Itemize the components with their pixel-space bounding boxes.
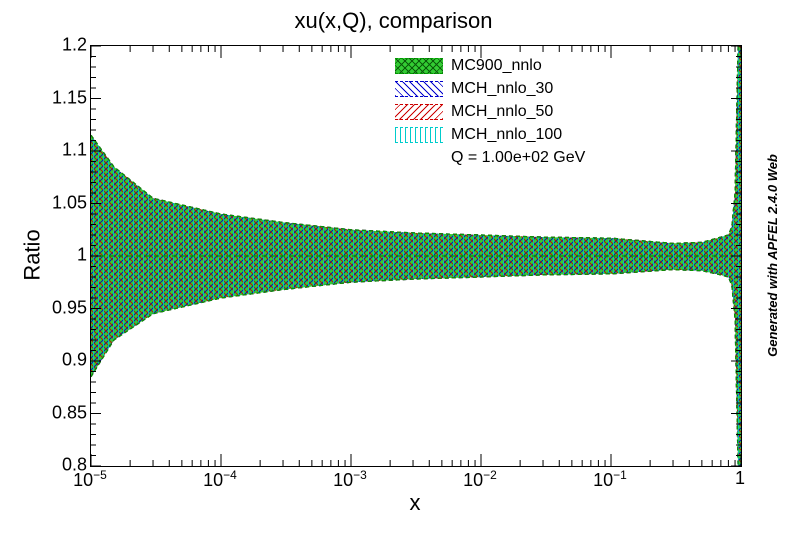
legend-label: MCH_nnlo_100 (451, 126, 562, 144)
chart-title: xu(x,Q), comparison (0, 8, 787, 34)
legend-item: MC900_nnlo (395, 55, 585, 77)
legend-q-line: Q = 1.00e+02 GeV (395, 147, 585, 169)
y-tick-label: 1.15 (27, 87, 87, 108)
chart-container: xu(x,Q), comparison Ratio (0, 0, 787, 533)
y-tick-label: 1.1 (27, 140, 87, 161)
x-tick-label: 10−4 (203, 468, 237, 491)
x-tick-label: 10−5 (73, 468, 107, 491)
x-tick-label: 1 (735, 468, 745, 489)
y-tick-label: 0.85 (27, 402, 87, 423)
y-tick-label: 0.95 (27, 297, 87, 318)
legend-item: MCH_nnlo_50 (395, 101, 585, 123)
legend-label: MC900_nnlo (451, 57, 542, 75)
x-axis-label: x (90, 490, 740, 516)
legend-label: MCH_nnlo_50 (451, 103, 553, 121)
y-tick-label: 1 (27, 245, 87, 266)
x-tick-label: 10−3 (333, 468, 367, 491)
legend: MC900_nnlo MCH_nnlo_30 MCH_nnlo_50 MCH_nnlo… (395, 55, 585, 170)
x-tick-label: 10−1 (593, 468, 627, 491)
y-tick-label: 0.9 (27, 350, 87, 371)
x-tick-label: 10−2 (463, 468, 497, 491)
y-tick-label: 1.2 (27, 35, 87, 56)
y-tick-label: 1.05 (27, 192, 87, 213)
legend-item: MCH_nnlo_100 (395, 124, 585, 146)
legend-item: MCH_nnlo_30 (395, 78, 585, 100)
generator-credit: Generated with APFEL 2.4.0 Web (763, 45, 781, 465)
legend-label: MCH_nnlo_30 (451, 80, 553, 98)
